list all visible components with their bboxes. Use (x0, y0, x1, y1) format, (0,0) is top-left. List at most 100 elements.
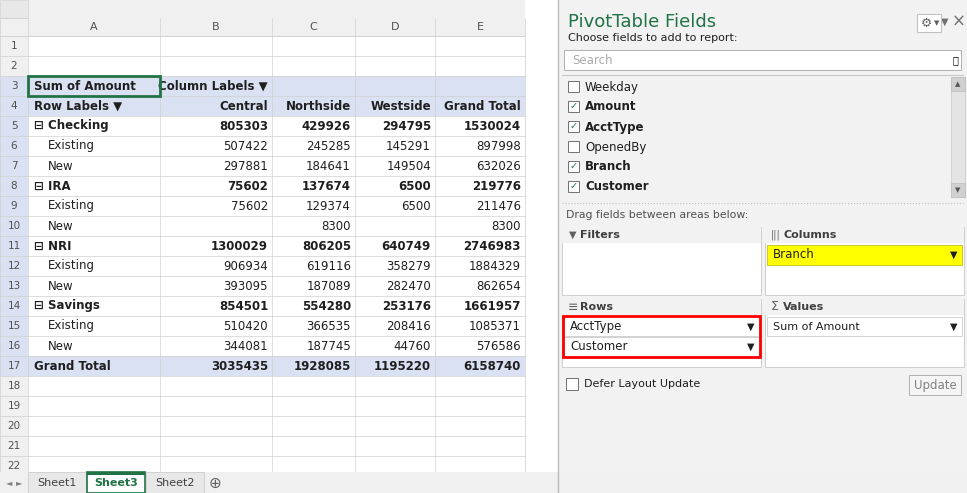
Bar (0, 36, 28, 56)
Bar (160, 376, 272, 396)
Text: E: E (477, 22, 484, 32)
Bar (0, 116, 28, 136)
Bar (0, 356, 28, 376)
Text: Columns: Columns (783, 230, 836, 240)
Text: ×: × (952, 13, 966, 31)
Bar (951, 183, 965, 197)
Text: 1884329: 1884329 (469, 259, 521, 273)
Bar (272, 376, 355, 396)
Text: 21: 21 (8, 441, 20, 451)
Text: 22: 22 (8, 461, 20, 471)
Text: 44760: 44760 (394, 340, 431, 352)
Text: Defer Layout Update: Defer Layout Update (584, 379, 700, 389)
Text: New: New (48, 280, 73, 292)
Bar (272, 416, 355, 436)
Bar (435, 336, 525, 356)
Text: 187745: 187745 (307, 340, 351, 352)
Text: OpenedBy: OpenedBy (585, 141, 646, 153)
Text: 854501: 854501 (219, 300, 268, 313)
Bar (28, 336, 160, 356)
Text: 129374: 129374 (307, 200, 351, 212)
Bar (87, 472, 145, 493)
Text: 75602: 75602 (231, 200, 268, 212)
Bar (355, 416, 435, 436)
Text: 18: 18 (8, 381, 20, 391)
Bar (160, 276, 272, 296)
Text: New: New (48, 340, 73, 352)
Bar (562, 227, 761, 243)
Text: Drag fields between areas below:: Drag fields between areas below: (566, 210, 748, 220)
Bar (0, 76, 28, 96)
Bar (28, 216, 160, 236)
Text: 245285: 245285 (307, 140, 351, 152)
Bar (28, 436, 160, 456)
Bar (160, 116, 272, 136)
Bar (355, 336, 435, 356)
Bar (0, 416, 28, 436)
Text: PivotTable Fields: PivotTable Fields (568, 13, 717, 31)
Bar (272, 456, 355, 476)
Bar (435, 116, 525, 136)
Bar (28, 156, 160, 176)
Bar (355, 176, 435, 196)
Text: 17: 17 (8, 361, 20, 371)
Bar (28, 176, 160, 196)
Bar (435, 396, 525, 416)
Text: C: C (309, 22, 317, 32)
Text: 6: 6 (11, 141, 17, 151)
Bar (272, 236, 355, 256)
Bar (355, 136, 435, 156)
Text: ✓: ✓ (570, 162, 577, 172)
Text: Σ: Σ (771, 301, 778, 314)
Text: Customer: Customer (585, 180, 649, 193)
Bar (435, 196, 525, 216)
Text: D: D (391, 22, 399, 32)
Bar (0, 196, 28, 216)
Bar (160, 296, 272, 316)
Bar (355, 276, 435, 296)
Text: 15: 15 (8, 321, 20, 331)
Text: 19: 19 (8, 401, 20, 411)
Bar (435, 276, 525, 296)
Bar (0, 216, 28, 236)
Text: 576586: 576586 (477, 340, 521, 352)
Text: 8300: 8300 (321, 219, 351, 233)
Text: Central: Central (220, 100, 268, 112)
Bar (355, 256, 435, 276)
Text: ▼: ▼ (941, 17, 949, 27)
Bar (355, 216, 435, 236)
Bar (0, 0, 525, 18)
Text: 1661957: 1661957 (463, 300, 521, 313)
Text: A: A (90, 22, 98, 32)
Text: AcctType: AcctType (570, 320, 623, 333)
Bar (146, 472, 204, 493)
Bar (0, 316, 28, 336)
Text: Sum of Amount: Sum of Amount (773, 321, 860, 331)
Bar (28, 396, 160, 416)
Bar (562, 299, 761, 315)
Bar (160, 76, 272, 96)
Text: Existing: Existing (48, 140, 95, 152)
Text: 6500: 6500 (398, 179, 431, 192)
Bar (0, 376, 28, 396)
Text: 5: 5 (11, 121, 17, 131)
Text: 7: 7 (11, 161, 17, 171)
Bar (272, 156, 355, 176)
Bar (355, 96, 435, 116)
Bar (435, 36, 525, 56)
Text: 282470: 282470 (386, 280, 431, 292)
Bar (951, 77, 965, 91)
Text: ⊕: ⊕ (209, 476, 221, 491)
Bar (160, 396, 272, 416)
Bar (0, 396, 28, 416)
Text: Existing: Existing (48, 259, 95, 273)
Text: ≡: ≡ (568, 301, 578, 314)
Text: 75602: 75602 (227, 179, 268, 192)
Bar (0, 236, 28, 256)
Bar (272, 396, 355, 416)
Bar (435, 56, 525, 76)
Bar (568, 121, 579, 132)
Bar (562, 227, 761, 295)
Text: Amount: Amount (585, 101, 636, 113)
Text: 1300029: 1300029 (211, 240, 268, 252)
